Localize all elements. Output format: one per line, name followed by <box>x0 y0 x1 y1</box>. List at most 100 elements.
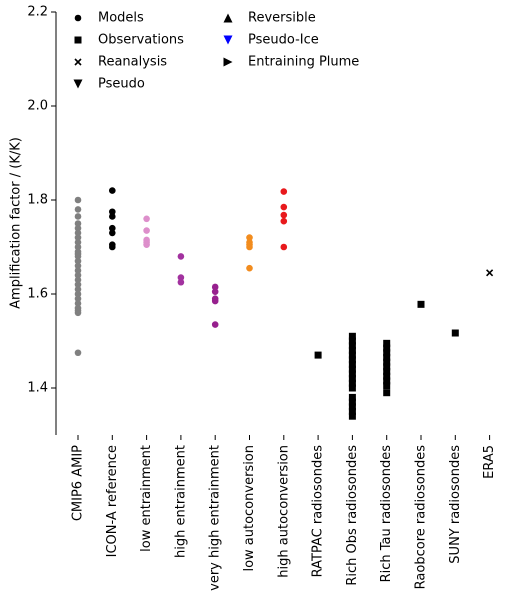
data-point <box>211 321 219 328</box>
data-point <box>74 262 82 270</box>
data-point <box>74 309 82 317</box>
data-point <box>109 229 116 237</box>
data-point <box>348 393 356 401</box>
data-point <box>177 274 185 281</box>
data-point <box>348 337 356 345</box>
data-point <box>74 267 82 274</box>
data-point <box>109 224 116 232</box>
data-point <box>74 295 82 303</box>
data-point <box>74 213 82 220</box>
data-point <box>74 276 82 284</box>
data-point <box>74 234 82 241</box>
data-point <box>74 349 82 357</box>
y-tick-label: 2.0 <box>27 99 48 114</box>
data-point <box>246 264 253 272</box>
data-point <box>74 257 82 265</box>
data-point <box>211 297 219 305</box>
data-point <box>383 344 391 352</box>
x-tick-label: Rich Obs radiosondes <box>345 445 360 586</box>
data-point <box>143 227 150 234</box>
data-point <box>280 243 288 251</box>
data-point <box>348 365 356 373</box>
data-point <box>383 358 391 366</box>
y-tick-label: 1.6 <box>27 287 48 302</box>
data-point <box>383 377 391 385</box>
data-point <box>74 206 82 213</box>
data-point <box>383 353 391 361</box>
y-tick-label: 1.8 <box>27 193 48 208</box>
x-tick-label: high entrainment <box>173 445 188 558</box>
legend-label: Observations <box>98 33 184 48</box>
legend-label: Reanalysis <box>98 55 167 70</box>
data-point <box>246 234 253 241</box>
data-point <box>280 217 288 225</box>
data-point <box>74 220 82 227</box>
data-point <box>74 229 82 237</box>
legend-label: Reversible <box>248 11 316 26</box>
data-point <box>74 243 82 251</box>
y-tick-label: 1.4 <box>27 381 48 396</box>
data-point <box>177 253 185 260</box>
data-point <box>348 361 356 368</box>
data-point <box>143 241 150 248</box>
data-point <box>74 239 82 246</box>
data-point <box>74 286 82 293</box>
data-point <box>109 213 116 220</box>
data-point <box>211 288 219 295</box>
x-tick-label: ICON-A reference <box>105 445 120 557</box>
data-point <box>280 188 288 195</box>
x-tick-label: very high entrainment <box>208 445 223 591</box>
data-point <box>348 370 356 378</box>
data-point <box>109 208 116 216</box>
legend-marker <box>74 36 82 44</box>
y-axis-label: Amplification factor / (K/K) <box>9 137 24 309</box>
data-point <box>74 253 82 260</box>
x-tick-label: SUNY radiosondes <box>448 445 463 564</box>
data-point <box>348 398 356 406</box>
x-tick-label: low entrainment <box>139 445 154 552</box>
data-point <box>348 342 356 350</box>
data-point <box>109 243 116 251</box>
x-tick-label: ERA5 <box>482 445 497 479</box>
data-point <box>348 346 356 354</box>
data-point <box>348 379 356 387</box>
data-point <box>383 382 391 390</box>
x-tick-label: low autoconversion <box>242 445 257 572</box>
data-point <box>486 269 494 277</box>
data-point <box>383 368 391 376</box>
legend-marker <box>73 79 83 89</box>
x-tick-label: high autoconversion <box>276 445 291 578</box>
data-point <box>348 403 356 411</box>
legend-marker <box>223 35 233 45</box>
legend-marker <box>223 57 233 67</box>
data-point <box>383 363 391 371</box>
data-point <box>348 356 356 364</box>
data-point <box>246 243 253 251</box>
data-point <box>348 332 356 340</box>
data-point <box>383 349 391 357</box>
y-tick-label: 2.2 <box>27 5 48 20</box>
legend-label: Pseudo-Ice <box>248 33 319 48</box>
data-point <box>348 375 356 383</box>
data-point <box>314 351 322 359</box>
legend-marker <box>74 14 82 22</box>
data-point <box>211 283 219 291</box>
data-point <box>74 196 82 204</box>
data-point <box>451 329 459 337</box>
data-point <box>74 290 82 298</box>
legend-marker <box>223 13 233 23</box>
legend-label: Pseudo <box>98 77 145 92</box>
data-point <box>348 408 356 415</box>
data-point <box>383 372 391 380</box>
legend-label: Models <box>98 11 144 26</box>
data-point <box>383 339 391 347</box>
data-point <box>348 412 356 420</box>
x-tick-label: Raobcore radiosondes <box>414 445 429 590</box>
legend-label: Entraining Plume <box>248 55 359 70</box>
data-point <box>74 224 82 232</box>
data-point <box>109 187 116 194</box>
data-point <box>417 300 425 308</box>
x-tick-label: CMIP6 AMIP <box>71 445 86 521</box>
x-tick-label: Rich Tau radiosondes <box>379 445 394 583</box>
